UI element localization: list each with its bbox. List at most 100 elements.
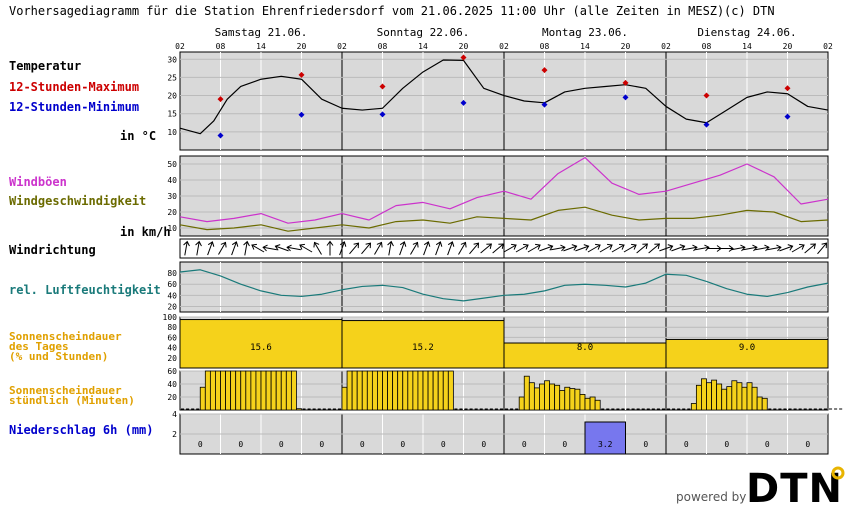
sunshine-hourly-bar	[422, 370, 429, 411]
wind-arrow-shaft	[388, 241, 392, 256]
sunshine-hourly-bar	[447, 370, 454, 411]
rain-value: 0	[481, 440, 486, 449]
wind-arrow-shaft	[492, 243, 504, 254]
wind-arrow	[671, 244, 686, 252]
wind-arrow	[399, 241, 407, 256]
wind-arrow	[286, 244, 301, 252]
wind-arrow-shaft	[648, 243, 660, 254]
wind-arrow-head	[313, 241, 320, 248]
wind-arrow-shaft	[218, 242, 226, 255]
sunshine-hourly-bar	[716, 383, 723, 411]
wind-arrow-head	[607, 243, 613, 250]
sunshine-hourly-bar	[523, 375, 530, 411]
humidity-line	[179, 269, 829, 302]
wind-arrow	[262, 244, 277, 252]
sunshine-hourly-bar	[351, 370, 358, 411]
dtn-logo: powered by DTN	[676, 466, 845, 512]
sunshine-hourly-bar	[736, 382, 743, 411]
sunshine-hourly-bar	[407, 370, 414, 411]
wind-arrow	[563, 244, 578, 252]
day-label: Samstag 21.06.	[215, 26, 308, 39]
sunshine-hourly-bar	[260, 370, 267, 411]
tmax-marker	[703, 92, 710, 99]
gust-line	[179, 157, 829, 224]
tmin-marker	[622, 94, 629, 101]
sunshine-hourly-bar	[701, 378, 707, 411]
y-tick-label: 60	[167, 367, 177, 376]
sunshine-hourly-bar	[285, 370, 292, 411]
rain-value: 0	[238, 440, 243, 449]
tmax-marker	[541, 67, 548, 74]
wind-arrow-head	[339, 241, 347, 247]
y-tick-label: 10	[167, 128, 177, 137]
y-tick-label: 40	[167, 291, 177, 300]
wind-arrow-shaft	[755, 246, 769, 251]
rain-value: 0	[805, 440, 810, 449]
rain-value: 0	[724, 440, 729, 449]
wind-arrow-head	[547, 244, 554, 251]
sunshine-hourly-bar	[387, 370, 394, 411]
tmin-marker	[379, 111, 386, 118]
sunshine-hourly-bar	[255, 370, 262, 411]
wind-arrow-head	[704, 244, 710, 252]
sunshine-hourly-bar	[721, 388, 728, 411]
y-tick-label: 10	[167, 224, 177, 233]
sunshine-hourly-bar	[296, 408, 302, 411]
sunshine-daily-bar	[503, 342, 667, 369]
wind-arrow-head	[631, 243, 637, 250]
tmax-marker	[460, 54, 467, 61]
wind-arrow-head	[412, 241, 419, 248]
wind-arrow-shaft	[804, 243, 816, 254]
wind-arrow	[423, 241, 431, 256]
wind-arrow	[195, 240, 202, 256]
hour-tick-label: 02	[175, 42, 185, 51]
y-tick-label: 100	[163, 313, 178, 322]
wind-arrow	[623, 243, 637, 253]
hour-tick-label: 20	[783, 42, 793, 51]
sunshine-hourly-bar	[442, 370, 449, 411]
wind-arrow	[243, 240, 250, 256]
sunshine-hourly-bar	[220, 370, 226, 411]
hour-tick-label: 14	[580, 42, 590, 51]
wind-arrow-head	[447, 241, 455, 247]
wind-arrow-head	[692, 244, 698, 252]
tmax-marker	[298, 71, 305, 78]
tmin-marker	[784, 113, 791, 120]
wind-arrow	[349, 242, 360, 255]
wind-arrow-head	[365, 242, 372, 249]
wind-arrow-shaft	[817, 242, 827, 255]
y-tick-label: 20	[167, 393, 177, 402]
wind-arrow-shaft	[410, 242, 418, 255]
sunshine-daily-value: 8.0	[577, 343, 593, 353]
sunshine-hourly-bar	[225, 370, 232, 411]
sunshine-hourly-bar	[275, 370, 282, 411]
wind-arrow	[743, 244, 758, 252]
wind-arrow	[251, 243, 265, 253]
y-tick-label: 15	[167, 110, 177, 119]
wind-speed-legend: Windgeschwindigkeit	[9, 194, 146, 208]
y-tick-label: 80	[167, 323, 177, 332]
wind-arrow-head	[286, 244, 292, 252]
sunshine-hourly-bar	[402, 370, 409, 411]
sunshine-hourly-bar	[265, 370, 272, 411]
wind-arrow-head	[387, 240, 394, 247]
sunshine-hourly-bar	[397, 370, 404, 411]
humidity-label: rel. Luftfeuchtigkeit	[9, 283, 161, 297]
wind-arrow-head	[262, 244, 268, 252]
sunshine-hourly-bar	[741, 386, 748, 411]
wind-arrow-shaft	[339, 241, 345, 256]
wind-arrow-shaft	[599, 244, 613, 253]
wind-arrow-shaft	[469, 242, 479, 255]
wind-arrow	[539, 244, 554, 252]
wind-arrow	[313, 241, 322, 255]
wind-arrow-shaft	[527, 244, 541, 253]
wind-arrow-head	[679, 244, 686, 251]
rain-value: 0	[360, 440, 365, 449]
hour-tick-label: 14	[418, 42, 428, 51]
hour-tick-label: 02	[499, 42, 509, 51]
y-tick-label: 20	[167, 92, 177, 101]
hour-tick-label: 08	[702, 42, 712, 51]
sunshine-hourly-bar	[377, 370, 383, 411]
wind-arrow-head	[595, 243, 601, 250]
y-tick-label: 80	[167, 269, 177, 278]
